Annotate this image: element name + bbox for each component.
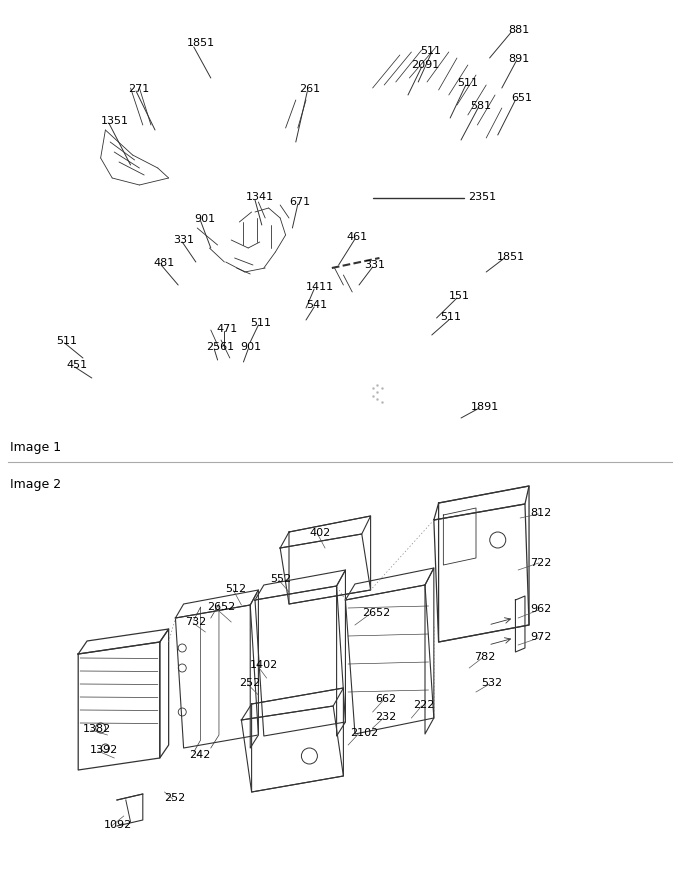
Text: 1382: 1382	[83, 724, 112, 734]
Point	[367, 381, 378, 395]
Text: 881: 881	[509, 25, 530, 35]
Text: 532: 532	[481, 678, 503, 688]
Text: 901: 901	[240, 342, 261, 352]
Text: 331: 331	[173, 235, 194, 245]
Point	[377, 395, 388, 409]
Text: 972: 972	[530, 632, 551, 642]
Text: Image 1: Image 1	[10, 441, 61, 454]
Text: 252: 252	[165, 793, 186, 803]
Text: 732: 732	[185, 617, 206, 627]
Text: 222: 222	[413, 700, 435, 710]
Point	[372, 378, 383, 392]
Point	[377, 381, 388, 395]
Text: 1092: 1092	[103, 820, 132, 830]
Point	[372, 392, 383, 406]
Text: 242: 242	[189, 750, 210, 760]
Text: 901: 901	[194, 214, 215, 224]
Text: 671: 671	[290, 197, 311, 207]
Text: 812: 812	[530, 508, 551, 518]
Text: 662: 662	[375, 694, 396, 704]
Text: 1851: 1851	[187, 38, 215, 48]
Text: 1891: 1891	[471, 402, 500, 412]
Text: 461: 461	[347, 232, 368, 242]
Text: 1851: 1851	[496, 252, 524, 262]
Text: 511: 511	[441, 312, 462, 322]
Text: 1351: 1351	[101, 116, 129, 126]
Text: 552: 552	[271, 574, 292, 584]
Text: 2561: 2561	[206, 342, 234, 352]
Text: 2351: 2351	[469, 192, 496, 202]
Text: 481: 481	[153, 258, 174, 268]
Text: 2652: 2652	[207, 602, 236, 612]
Text: 1402: 1402	[250, 660, 278, 670]
Text: 541: 541	[306, 300, 327, 310]
Text: 1341: 1341	[246, 192, 274, 202]
Text: 271: 271	[128, 84, 149, 94]
Text: 511: 511	[56, 336, 77, 346]
Text: Image 2: Image 2	[10, 478, 61, 491]
Text: 581: 581	[470, 101, 491, 111]
Text: 782: 782	[474, 652, 495, 662]
Text: 2102: 2102	[350, 728, 379, 738]
Text: 511: 511	[420, 46, 441, 56]
Point	[367, 389, 378, 403]
Text: 471: 471	[216, 324, 237, 334]
Text: 261: 261	[299, 84, 320, 94]
Text: 451: 451	[67, 360, 88, 370]
Text: 402: 402	[309, 528, 330, 538]
Text: 651: 651	[511, 93, 532, 103]
Text: 891: 891	[509, 54, 530, 64]
Text: 232: 232	[375, 712, 396, 722]
Text: 962: 962	[530, 604, 551, 614]
Text: 1392: 1392	[90, 745, 118, 755]
Text: 511: 511	[250, 318, 271, 328]
Text: 252: 252	[239, 678, 260, 688]
Text: 151: 151	[449, 291, 470, 301]
Text: 511: 511	[457, 78, 478, 88]
Text: 2091: 2091	[411, 60, 439, 70]
Text: 1411: 1411	[306, 282, 334, 292]
Text: 2652: 2652	[362, 608, 390, 618]
Point	[372, 385, 383, 399]
Text: 722: 722	[530, 558, 551, 568]
Text: 331: 331	[364, 260, 385, 270]
Text: 512: 512	[225, 584, 246, 594]
